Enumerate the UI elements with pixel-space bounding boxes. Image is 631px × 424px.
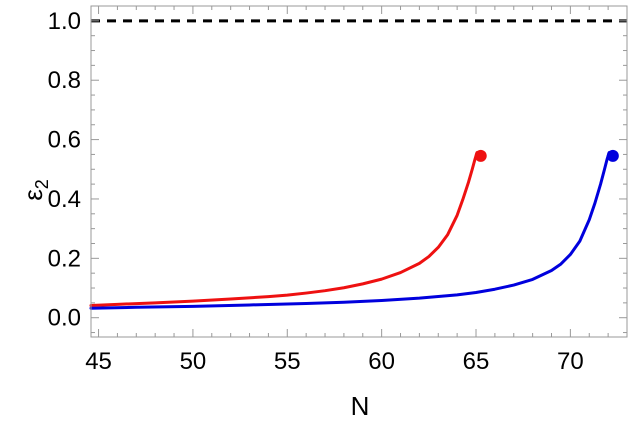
x-tick-label: 60 <box>368 348 395 375</box>
x-axis-title: N <box>351 391 370 421</box>
x-tick-label: 65 <box>463 348 490 375</box>
y-axis-title-subscript: 2 <box>32 179 52 189</box>
series-endpoint-1 <box>474 149 487 162</box>
y-tick-label: 1.0 <box>48 8 81 35</box>
plot-layer <box>89 19 627 310</box>
x-tick-label: 50 <box>180 348 207 375</box>
x-tick-label: 70 <box>557 348 584 375</box>
y-axis-title: ε2 <box>18 179 52 201</box>
series-line-1 <box>89 151 479 308</box>
y-tick-label: 0.2 <box>48 245 81 272</box>
y-tick-label: 0.4 <box>48 186 81 213</box>
labels-layer: N ε2 <box>18 179 369 421</box>
axes-layer: 45 50 55 60 65 70 0.0 0.2 0.4 0.6 0.8 1.0 <box>48 5 628 375</box>
series-endpoint-2 <box>606 149 619 162</box>
y-tick-label: 0.0 <box>48 305 81 332</box>
y-tick-label: 0.6 <box>48 127 81 154</box>
y-tick-label: 0.8 <box>48 67 81 94</box>
series-line-2 <box>89 151 611 310</box>
y-axis-title-symbol: ε <box>18 189 48 201</box>
x-tick-label: 45 <box>85 348 112 375</box>
x-tick-label: 55 <box>274 348 301 375</box>
plot-frame <box>90 5 628 338</box>
